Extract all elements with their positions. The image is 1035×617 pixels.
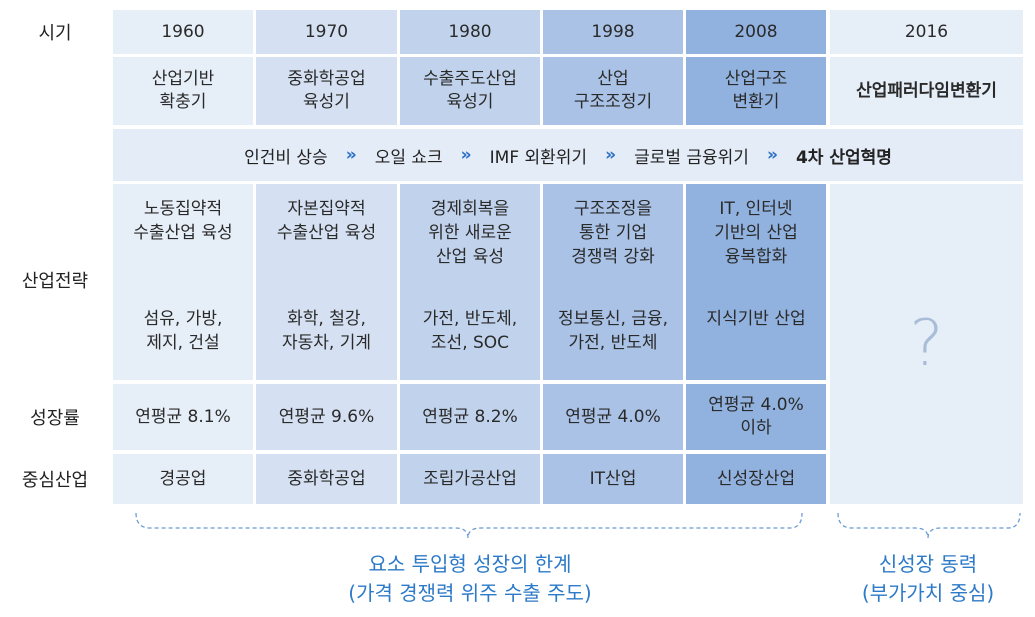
strategy-cell-2008: IT, 인터넷 기반의 산업 융복합화 지식기반 산업: [686, 184, 826, 380]
bottom-left-line2: (가격 경쟁력 위주 수출 주도): [348, 581, 592, 605]
year-1980: 1980: [400, 10, 540, 54]
event-oil-shock: 오일 쇼크: [374, 147, 443, 168]
left-brace: [135, 512, 803, 539]
row-label-strategy: 산업전략: [21, 271, 89, 292]
row-label-growth: 성장률: [30, 408, 80, 429]
strategy-2008: IT, 인터넷 기반의 산업 융복합화: [714, 199, 798, 267]
core-1960: 경공업: [113, 454, 253, 504]
strategy-1980: 경제회복을 위한 새로운 산업 육성: [428, 199, 512, 267]
event-global-financial-crisis: 글로벌 금융위기: [634, 147, 749, 168]
growth-1960: 연평균 8.1%: [113, 384, 253, 450]
year-1998: 1998: [543, 10, 683, 54]
stage-2008: 산업구조 변환기: [686, 57, 826, 125]
event-fourth-industrial-revolution: 4차 산업혁명: [795, 147, 892, 168]
event-imf-crisis: IMF 외환위기: [489, 147, 588, 168]
strategy-cell-1960: 노동집약적 수출산업 육성 섬유, 가방, 제지, 건설: [113, 184, 253, 380]
bottom-left-line1: 요소 투입형 성장의 한계: [368, 552, 572, 576]
industries-1960: 섬유, 가방, 제지, 건설: [143, 309, 223, 353]
year-2008: 2008: [686, 10, 826, 54]
stage-1970: 중화학공업 육성기: [256, 57, 397, 125]
year-1960: 1960: [113, 10, 253, 54]
industries-1970: 화학, 철강, 자동차, 기계: [281, 309, 371, 353]
bottom-right-line1: 신성장 동력: [878, 552, 978, 576]
event-labor-cost: 인건비 상승: [244, 147, 328, 168]
growth-1998: 연평균 4.0%: [543, 384, 683, 450]
events-banner: 인건비 상승 » 오일 쇼크 » IMF 외환위기 » 글로벌 금융위기 » 4…: [113, 129, 1023, 181]
stage-1960: 산업기반 확충기: [113, 57, 253, 125]
bottom-right-caption: 신성장 동력 (부가가치 중심): [830, 550, 1026, 608]
stage-1998: 산업 구조조정기: [543, 57, 683, 125]
core-1970: 중화학공업: [256, 454, 397, 504]
core-1980: 조립가공산업: [400, 454, 540, 504]
row-label-core: 중심산업: [21, 470, 89, 491]
strategy-1998: 구조조정을 통한 기업 경쟁력 강화: [571, 199, 655, 267]
chevron-right-icon: »: [345, 145, 357, 165]
core-2008: 신성장산업: [686, 454, 826, 504]
bottom-right-line2: (부가가치 중심): [861, 581, 995, 605]
core-1998: IT산업: [543, 454, 683, 504]
growth-2008: 연평균 4.0% 이하: [686, 384, 826, 450]
strategy-cell-1980: 경제회복을 위한 새로운 산업 육성 가전, 반도체, 조선, SOC: [400, 184, 540, 380]
strategy-1970: 자본집약적 수출산업 육성: [276, 199, 377, 243]
strategy-1960: 노동집약적 수출산업 육성: [133, 199, 233, 243]
growth-1980: 연평균 8.2%: [400, 384, 540, 450]
strategy-cell-1970: 자본집약적 수출산업 육성 화학, 철강, 자동차, 기계: [256, 184, 397, 380]
industries-2008: 지식기반 산업: [706, 309, 806, 329]
industries-1998: 정보통신, 금융, 가전, 반도체: [557, 309, 669, 353]
unknown-future-mark: ?: [830, 184, 1023, 504]
stage-2016: 산업패러다임변환기: [830, 57, 1023, 125]
chevron-right-icon: »: [460, 145, 472, 165]
growth-1970: 연평균 9.6%: [256, 384, 397, 450]
right-brace: [837, 512, 1021, 539]
bottom-left-caption: 요소 투입형 성장의 한계 (가격 경쟁력 위주 수출 주도): [250, 550, 690, 608]
year-2016: 2016: [830, 10, 1023, 54]
strategy-cell-1998: 구조조정을 통한 기업 경쟁력 강화 정보통신, 금융, 가전, 반도체: [543, 184, 683, 380]
row-label-period: 시기: [38, 23, 72, 44]
stage-1980: 수출주도산업 육성기: [400, 57, 540, 125]
chevron-right-icon: »: [766, 145, 778, 165]
year-1970: 1970: [256, 10, 397, 54]
industries-1980: 가전, 반도체, 조선, SOC: [422, 309, 518, 353]
chevron-right-icon: »: [605, 145, 617, 165]
